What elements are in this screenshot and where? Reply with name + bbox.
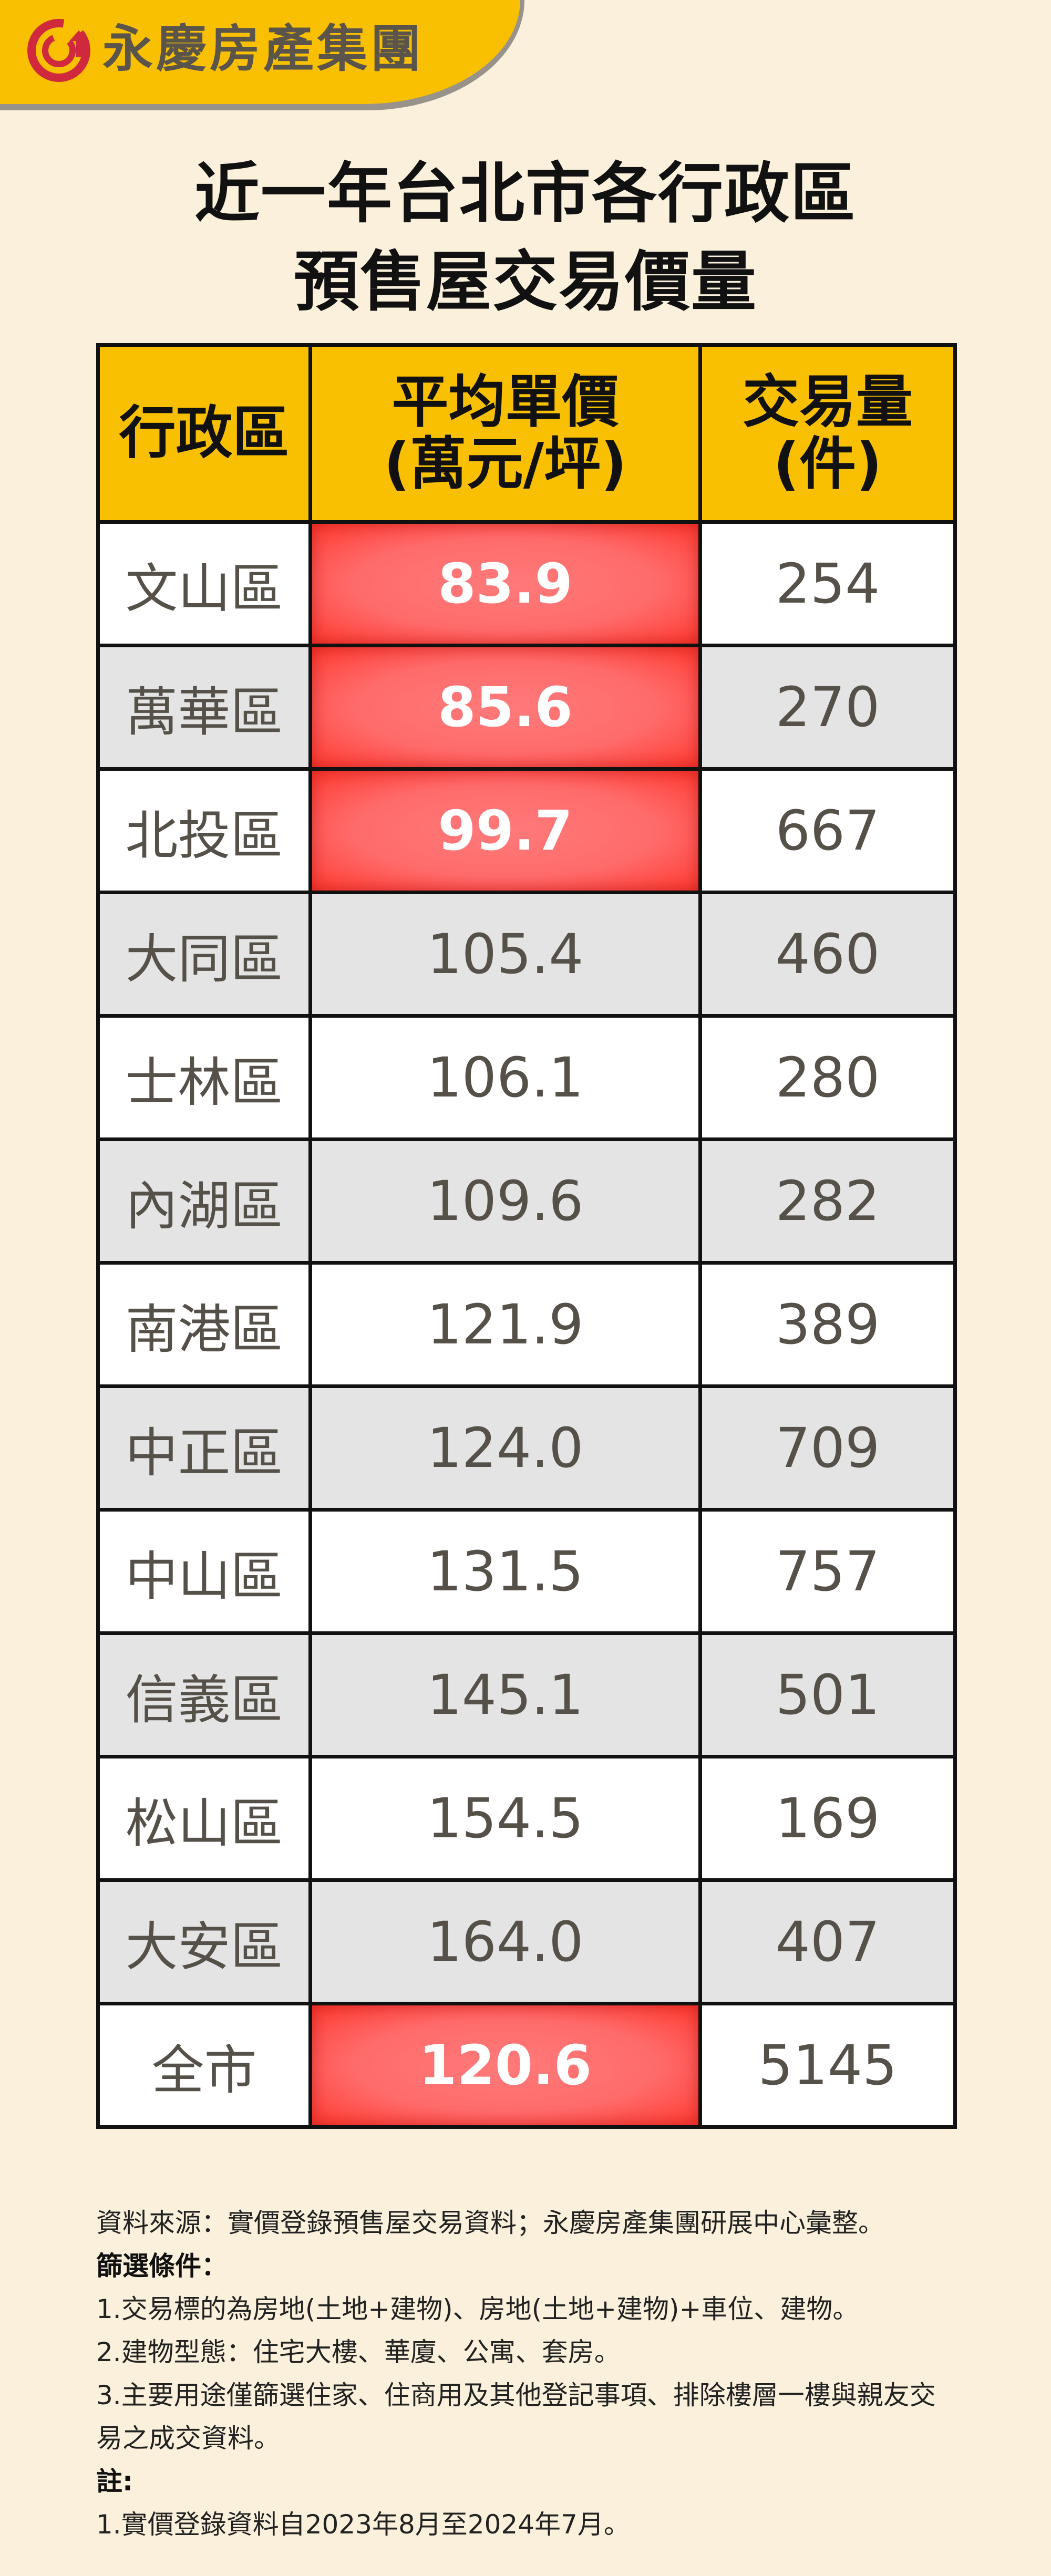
volume-cell: 501 bbox=[698, 1631, 957, 1758]
price-cell: 164.0 bbox=[308, 1878, 702, 2005]
header-volume-label: 交易量 bbox=[742, 369, 913, 435]
district-cell: 大安區 bbox=[96, 1878, 312, 2005]
price-cell: 99.7 bbox=[308, 767, 702, 894]
table-row: 中正區 124.0 709 bbox=[96, 1384, 957, 1512]
header-district-label: 行政區 bbox=[119, 400, 290, 466]
table-row: 士林區 106.1 280 bbox=[96, 1014, 957, 1141]
volume-cell: 282 bbox=[698, 1137, 957, 1265]
filter-heading: 篩選條件： bbox=[96, 2251, 228, 2281]
table-row: 松山區 154.5 169 bbox=[96, 1755, 957, 1882]
price-cell: 154.5 bbox=[308, 1755, 702, 1882]
volume-cell: 757 bbox=[698, 1508, 957, 1635]
price-cell: 106.1 bbox=[308, 1014, 702, 1141]
remark-item: 1.實價登錄資料自2023年8月至2024年7月。 bbox=[96, 2509, 630, 2540]
table-row: 信義區 145.1 501 bbox=[96, 1631, 957, 1758]
district-cell: 松山區 bbox=[96, 1755, 312, 1882]
table-row: 中山區 131.5 757 bbox=[96, 1508, 957, 1635]
volume-cell: 667 bbox=[698, 767, 957, 894]
table-row: 內湖區 109.6 282 bbox=[96, 1137, 957, 1265]
filter-item: 2.建物型態：住宅大樓、華廈、公寓、套房。 bbox=[96, 2337, 621, 2367]
price-cell: 83.9 bbox=[308, 520, 702, 647]
district-cell: 萬華區 bbox=[96, 644, 312, 771]
price-cell: 105.4 bbox=[308, 891, 702, 1018]
district-cell: 文山區 bbox=[96, 520, 312, 647]
header-volume-unit: (件) bbox=[773, 431, 882, 497]
district-price-volume-table: 行政區 平均單價 (萬元/坪) 交易量 (件) 文山區 83.9 254 萬華區 85.6 2… bbox=[96, 343, 957, 2129]
brand-logo-icon bbox=[27, 19, 90, 82]
table-row: 文山區 83.9 254 bbox=[96, 520, 957, 647]
district-cell: 大同區 bbox=[96, 891, 312, 1018]
volume-cell: 460 bbox=[698, 891, 957, 1018]
notes: 資料來源：實價登錄預售屋交易資料；永慶房產集團研展中心彙整。 篩選條件： 1.交… bbox=[96, 2201, 958, 2546]
district-cell: 北投區 bbox=[96, 767, 312, 894]
header-district: 行政區 bbox=[96, 343, 312, 524]
volume-cell: 389 bbox=[698, 1261, 957, 1388]
district-cell: 全市 bbox=[96, 2002, 312, 2129]
volume-cell: 280 bbox=[698, 1014, 957, 1141]
district-cell: 南港區 bbox=[96, 1261, 312, 1388]
table-header-row: 行政區 平均單價 (萬元/坪) 交易量 (件) bbox=[96, 343, 957, 524]
price-cell: 120.6 bbox=[308, 2002, 702, 2129]
volume-cell: 169 bbox=[698, 1755, 957, 1882]
price-cell: 109.6 bbox=[308, 1137, 702, 1265]
district-cell: 中山區 bbox=[96, 1508, 312, 1635]
table-row: 大安區 164.0 407 bbox=[96, 1878, 957, 2005]
table-row: 大同區 105.4 460 bbox=[96, 891, 957, 1018]
volume-cell: 709 bbox=[698, 1384, 957, 1512]
volume-cell: 407 bbox=[698, 1878, 957, 2005]
table-row: 萬華區 85.6 270 bbox=[96, 644, 957, 771]
table-row: 全市 120.6 5145 bbox=[96, 2002, 957, 2129]
filter-item: 1.交易標的為房地(土地+建物)、房地(土地+建物)+車位、建物。 bbox=[96, 2294, 859, 2324]
filter-item: 3.主要用途僅篩選住家、住商用及其他登記事項、排除樓層一樓與親友交易之成交資料。 bbox=[96, 2380, 936, 2454]
district-cell: 士林區 bbox=[96, 1014, 312, 1141]
table-row: 北投區 99.7 667 bbox=[96, 767, 957, 894]
district-cell: 信義區 bbox=[96, 1631, 312, 1758]
price-cell: 121.9 bbox=[308, 1261, 702, 1388]
header-price-label: 平均單價 bbox=[391, 369, 619, 435]
volume-cell: 270 bbox=[698, 644, 957, 771]
brand-banner: 永慶房產集團 bbox=[0, 0, 520, 104]
district-cell: 內湖區 bbox=[96, 1137, 312, 1265]
price-cell: 124.0 bbox=[308, 1384, 702, 1512]
page-title-line1: 近一年台北市各行政區 bbox=[194, 156, 857, 232]
brand-name: 永慶房產集團 bbox=[102, 19, 424, 78]
remark-heading: 註: bbox=[96, 2466, 133, 2497]
header-price-unit: (萬元/坪) bbox=[384, 431, 627, 497]
volume-cell: 254 bbox=[698, 520, 957, 647]
source-note: 資料來源：實價登錄預售屋交易資料；永慶房產集團研展中心彙整。 bbox=[96, 2208, 884, 2238]
price-cell: 85.6 bbox=[308, 644, 702, 771]
table-row: 南港區 121.9 389 bbox=[96, 1261, 957, 1388]
page-title-line2: 預售屋交易價量 bbox=[293, 244, 757, 320]
price-cell: 131.5 bbox=[308, 1508, 702, 1635]
header-price: 平均單價 (萬元/坪) bbox=[308, 343, 702, 524]
price-cell: 145.1 bbox=[308, 1631, 702, 1758]
volume-cell: 5145 bbox=[698, 2002, 957, 2129]
header-volume: 交易量 (件) bbox=[698, 343, 957, 524]
district-cell: 中正區 bbox=[96, 1384, 312, 1512]
